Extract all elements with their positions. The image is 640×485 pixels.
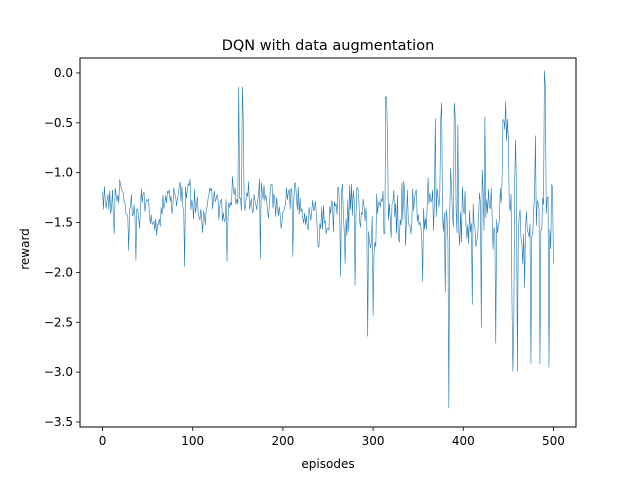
axes-frame (79, 57, 577, 428)
axes: 0 100 200 300 400 500 0.0 −0.5 −1.0 −1.5 −2.0 −2.5 −… (44, 57, 577, 448)
y-axis-label: reward (18, 228, 32, 270)
x-tick-label: 200 (271, 434, 294, 448)
plot-area (102, 70, 554, 409)
chart-title: DQN with data augmentation (222, 38, 435, 54)
x-tick-label: 400 (452, 434, 475, 448)
y-tick-label: −1.5 (44, 216, 73, 230)
y-tick-label: −3.0 (44, 365, 73, 379)
y-tick-label: −2.0 (44, 265, 73, 279)
x-axis-label: episodes (301, 457, 354, 471)
y-tick-label: −3.5 (44, 415, 73, 429)
reward-series-line (102, 70, 554, 409)
y-tick-label: −0.5 (44, 116, 73, 130)
y-tick-label: −2.5 (44, 315, 73, 329)
x-tick-label: 500 (542, 434, 565, 448)
y-tick-label: −1.0 (44, 166, 73, 180)
y-tick-label: 0.0 (54, 66, 73, 80)
x-tick-label: 100 (181, 434, 204, 448)
x-tick-label: 300 (362, 434, 385, 448)
x-tick-label: 0 (99, 434, 107, 448)
